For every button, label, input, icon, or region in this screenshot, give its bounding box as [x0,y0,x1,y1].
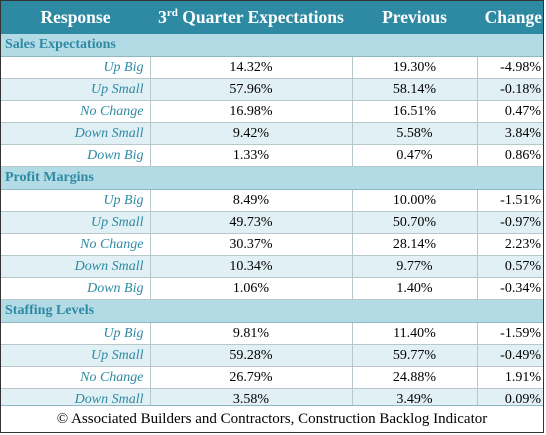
header-previous: Previous [352,1,477,34]
q3-value-cell: 1.33% [150,144,353,167]
header-q3-number: 3 [158,7,167,27]
section-header-row: Sales Expectations [1,34,543,57]
header-change: Change [477,1,543,34]
q3-value-cell: 1.06% [150,277,353,300]
table-row: Down Small 9.42% 5.58% 3.84% [1,122,543,145]
previous-value-cell: 19.30% [352,56,478,79]
section-header-row: Staffing Levels [1,299,543,323]
section-title: Sales Expectations [1,34,543,57]
change-value-cell: -0.49% [477,344,543,367]
table-row: Down Small 10.34% 9.77% 0.57% [1,255,543,278]
q3-value-cell: 9.81% [150,322,353,345]
previous-value-cell: 50.70% [352,211,478,234]
response-cell: No Change [1,366,151,389]
table-row: Up Big 14.32% 19.30% -4.98% [1,56,543,79]
q3-value-cell: 49.73% [150,211,353,234]
response-cell: No Change [1,100,151,123]
q3-value-cell: 8.49% [150,189,353,212]
response-cell: Up Small [1,211,151,234]
response-cell: Down Small [1,255,151,278]
q3-value-cell: 59.28% [150,344,353,367]
previous-value-cell: 59.77% [352,344,478,367]
previous-value-cell: 10.00% [352,189,478,212]
header-q3-label: Quarter Expectations [177,7,344,27]
response-cell: Up Big [1,189,151,212]
change-value-cell: -4.98% [477,56,543,79]
change-value-cell: 0.57% [477,255,543,278]
response-cell: Down Small [1,122,151,145]
response-cell: Up Small [1,344,151,367]
q3-value-cell: 14.32% [150,56,353,79]
q3-value-cell: 9.42% [150,122,353,145]
response-cell: Down Big [1,144,151,167]
section-title: Staffing Levels [1,299,543,323]
table-row: Up Small 57.96% 58.14% -0.18% [1,78,543,101]
table-row: No Change 26.79% 24.88% 1.91% [1,366,543,389]
header-q3: 3rd Quarter Expectations [150,1,352,34]
q3-value-cell: 26.79% [150,366,353,389]
response-cell: Up Small [1,78,151,101]
change-value-cell: -0.97% [477,211,543,234]
response-cell: No Change [1,233,151,256]
table-row: Up Big 9.81% 11.40% -1.59% [1,322,543,345]
previous-value-cell: 5.58% [352,122,478,145]
section-header-row: Profit Margins [1,166,543,190]
previous-value-cell: 0.47% [352,144,478,167]
header-q3-ordinal: rd [166,7,178,20]
previous-value-cell: 58.14% [352,78,478,101]
q3-value-cell: 16.98% [150,100,353,123]
previous-value-cell: 28.14% [352,233,478,256]
previous-value-cell: 11.40% [352,322,478,345]
q3-value-cell: 10.34% [150,255,353,278]
header-row: Response 3rd Quarter Expectations Previo… [1,1,543,34]
table-row: Up Small 49.73% 50.70% -0.97% [1,211,543,234]
table-row: Down Big 1.06% 1.40% -0.34% [1,277,543,300]
previous-value-cell: 16.51% [352,100,478,123]
table-row: No Change 30.37% 28.14% 2.23% [1,233,543,256]
table-row: No Change 16.98% 16.51% 0.47% [1,100,543,123]
change-value-cell: 2.23% [477,233,543,256]
response-cell: Up Big [1,56,151,79]
change-value-cell: -1.51% [477,189,543,212]
q3-value-cell: 30.37% [150,233,353,256]
q3-value-cell: 57.96% [150,78,353,101]
change-value-cell: 0.47% [477,100,543,123]
header-response: Response [1,1,150,34]
response-cell: Up Big [1,322,151,345]
change-value-cell: -0.34% [477,277,543,300]
previous-value-cell: 24.88% [352,366,478,389]
table-row: Down Big 1.33% 0.47% 0.86% [1,144,543,167]
copyright-footer: © Associated Builders and Contractors, C… [1,405,543,432]
table-body: Sales Expectations Up Big 14.32% 19.30% -4.9… [1,34,543,432]
previous-value-cell: 1.40% [352,277,478,300]
table-row: Up Big 8.49% 10.00% -1.51% [1,189,543,212]
response-cell: Down Big [1,277,151,300]
table-row: Up Small 59.28% 59.77% -0.49% [1,344,543,367]
previous-value-cell: 9.77% [352,255,478,278]
change-value-cell: -0.18% [477,78,543,101]
section-title: Profit Margins [1,166,543,190]
change-value-cell: -1.59% [477,322,543,345]
change-value-cell: 3.84% [477,122,543,145]
change-value-cell: 1.91% [477,366,543,389]
change-value-cell: 0.86% [477,144,543,167]
